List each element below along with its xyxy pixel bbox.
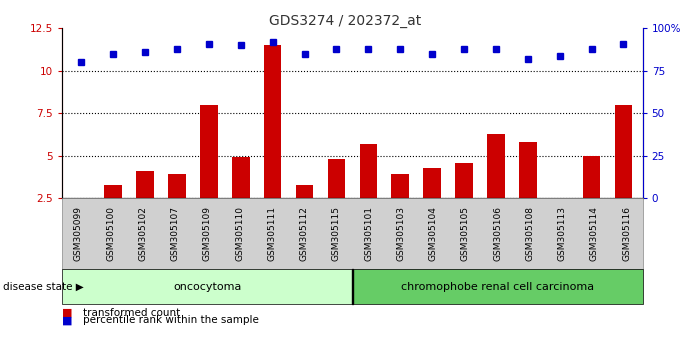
Text: ■: ■ bbox=[62, 315, 73, 325]
Text: GSM305113: GSM305113 bbox=[558, 206, 567, 261]
Bar bbox=[296, 185, 313, 198]
Text: GSM305102: GSM305102 bbox=[138, 206, 147, 261]
Text: GSM305104: GSM305104 bbox=[428, 206, 437, 261]
Text: GSM305110: GSM305110 bbox=[235, 206, 244, 261]
Text: transformed count: transformed count bbox=[83, 308, 180, 318]
Bar bbox=[519, 142, 537, 198]
Text: GSM305106: GSM305106 bbox=[493, 206, 502, 261]
Text: GSM305112: GSM305112 bbox=[299, 206, 309, 261]
Bar bbox=[104, 185, 122, 198]
Bar bbox=[583, 156, 600, 198]
Bar bbox=[392, 175, 409, 198]
Bar bbox=[424, 168, 441, 198]
Text: chromophobe renal cell carcinoma: chromophobe renal cell carcinoma bbox=[401, 282, 594, 292]
Bar bbox=[328, 159, 346, 198]
Bar bbox=[168, 175, 186, 198]
Text: GSM305100: GSM305100 bbox=[106, 206, 115, 261]
Bar bbox=[359, 144, 377, 198]
Text: GSM305105: GSM305105 bbox=[461, 206, 470, 261]
Text: oncocytoma: oncocytoma bbox=[173, 282, 241, 292]
Text: GSM305116: GSM305116 bbox=[622, 206, 631, 261]
Text: disease state ▶: disease state ▶ bbox=[3, 282, 84, 292]
Text: GSM305107: GSM305107 bbox=[171, 206, 180, 261]
Bar bbox=[200, 105, 218, 198]
Text: GSM305099: GSM305099 bbox=[74, 206, 83, 261]
Text: GSM305108: GSM305108 bbox=[525, 206, 534, 261]
Text: GSM305103: GSM305103 bbox=[396, 206, 406, 261]
Text: ■: ■ bbox=[62, 308, 73, 318]
Bar bbox=[264, 45, 281, 198]
Text: GSM305109: GSM305109 bbox=[202, 206, 212, 261]
Bar bbox=[615, 105, 632, 198]
Bar bbox=[455, 162, 473, 198]
Text: percentile rank within the sample: percentile rank within the sample bbox=[83, 315, 259, 325]
Text: GSM305111: GSM305111 bbox=[267, 206, 276, 261]
Bar bbox=[232, 158, 249, 198]
Text: GSM305114: GSM305114 bbox=[589, 206, 599, 261]
Text: GDS3274 / 202372_at: GDS3274 / 202372_at bbox=[269, 14, 422, 28]
Bar bbox=[136, 171, 154, 198]
Bar bbox=[487, 134, 504, 198]
Text: GSM305115: GSM305115 bbox=[332, 206, 341, 261]
Text: GSM305101: GSM305101 bbox=[364, 206, 373, 261]
